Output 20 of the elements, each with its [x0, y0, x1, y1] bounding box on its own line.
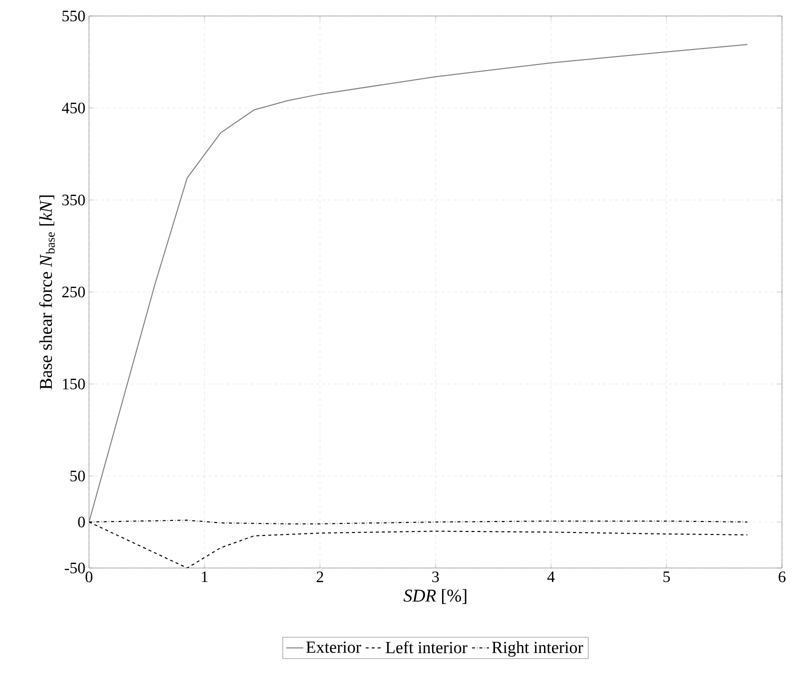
y-tick-label: 0 — [78, 516, 85, 528]
x-tick-label: 5 — [663, 572, 670, 582]
y-tick-label: 450 — [62, 102, 85, 114]
legend-label: Right interior — [492, 641, 584, 657]
x-tick-label: 0 — [86, 572, 92, 582]
legend-label: Exterior — [306, 642, 362, 653]
x-tick-label: 2 — [316, 572, 324, 582]
y-tick-label: 50 — [70, 470, 85, 482]
x-tick-label: 6 — [778, 572, 786, 582]
x-tick-label: 3 — [432, 572, 439, 582]
y-axis-title: Base shear force N$_{base}$ [kN] — [39, 195, 55, 390]
y-tick-label: 550 — [62, 10, 85, 22]
legend-label: Left interior — [386, 641, 468, 654]
y-tick-label: -50 — [64, 562, 85, 574]
y-tick-label: 350 — [62, 194, 85, 206]
x-axis-title: SDR [%] — [404, 589, 466, 604]
x-tick-label: 4 — [547, 572, 555, 582]
y-tick-label: 250 — [62, 286, 85, 298]
y-tick-label: 150 — [62, 378, 85, 390]
x-tick-label: 1 — [202, 572, 208, 582]
